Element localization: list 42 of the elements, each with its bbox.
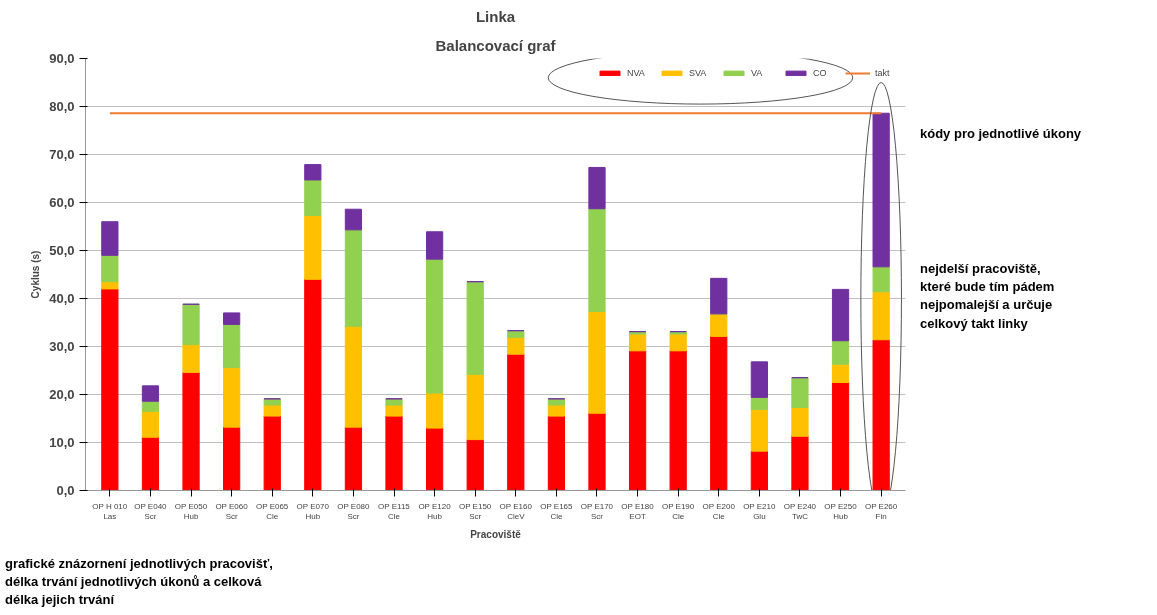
text: kódy pro jednotlivé úkony — [920, 125, 1082, 143]
x-tick-label: OP E065 Cle — [256, 501, 289, 522]
x-tick-label: OP E250 Hub — [824, 501, 858, 522]
x-axis-title: Pracoviště — [470, 529, 522, 541]
x-tick-label: OP E060 Scr — [215, 501, 249, 522]
x-tick-label: OP E190 Cle — [661, 501, 695, 522]
x-tick-label: OP E050 Hub — [174, 501, 208, 522]
x-tick-label: OP E200 Cle — [702, 501, 736, 522]
y-tick-label: 30,0 — [49, 339, 75, 354]
x-tick-label: OP E165 Cle — [540, 501, 574, 522]
legend-label: VA — [751, 68, 764, 78]
x-tick-label: OP E070 Hub — [296, 501, 330, 522]
y-axis-title: Cyklus (s) — [30, 250, 42, 299]
chart-title: Linka — [475, 7, 516, 25]
y-tick-label: 90,0 — [49, 51, 75, 66]
chart-subtitle: Balancovací graf — [435, 36, 557, 54]
y-tick-label: 70,0 — [49, 147, 75, 162]
y-tick-label: 10,0 — [49, 435, 75, 450]
x-tick-label: OP E040 Scr — [134, 501, 168, 522]
y-tick-label: 0,0 — [56, 483, 75, 498]
x-tick-label: OP E240 TwC — [783, 501, 817, 522]
x-tick-label: OP E115 Cle — [378, 501, 411, 522]
y-tick-label: 80,0 — [49, 99, 75, 114]
text: grafické znázornení jednotlivých pracovišť, délka trvání jednotlivých úkonů a celková délka jejich trvání — [5, 555, 273, 610]
x-tick-label: OP E210 Glu — [743, 501, 776, 522]
legend-label: NVA — [627, 68, 646, 78]
text: nejdelší pracoviště, které bude tím pádem nejpomalejší a určuje celkový takt linky — [920, 260, 1055, 333]
x-tick-label: OP E170 Scr — [580, 501, 614, 522]
legend-label: SVA — [689, 68, 708, 78]
x-tick-label: OP E260 Fin — [864, 501, 898, 522]
x-tick-label: OP E080 Scr — [337, 501, 371, 522]
x-tick-label: OP H 010 Las — [92, 501, 128, 522]
y-tick-label: 50,0 — [49, 243, 75, 258]
y-tick-label: 40,0 — [49, 291, 75, 306]
x-tick-label: OP E160 CleV — [499, 501, 533, 522]
legend-label: takt — [875, 68, 891, 78]
y-tick-label: 20,0 — [49, 387, 75, 402]
y-tick-label: 60,0 — [49, 195, 75, 210]
legend-label: CO — [813, 68, 828, 78]
x-tick-label: OP E120 Hub — [418, 501, 452, 522]
x-tick-label: OP E180 EOT — [621, 501, 655, 522]
x-tick-label: OP E150 Scr — [458, 501, 492, 522]
